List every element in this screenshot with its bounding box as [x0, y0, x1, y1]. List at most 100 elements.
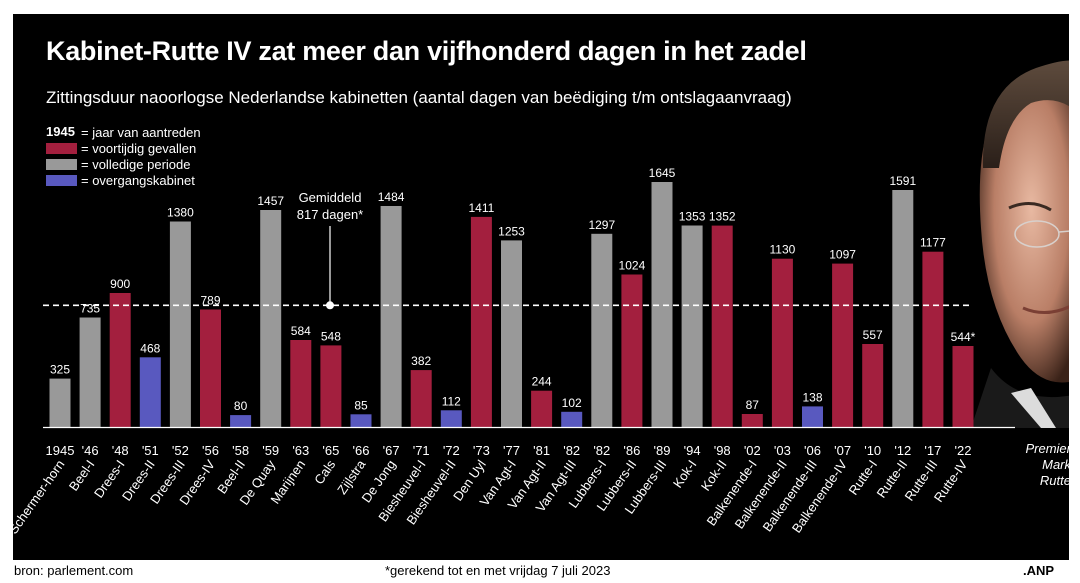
footer-note: *gerekend tot en met vrijdag 7 juli 2023 [385, 563, 611, 578]
chart-title: Kabinet-Rutte IV zat meer dan vijfhonder… [46, 36, 807, 66]
value-label: 735 [80, 302, 100, 316]
legend-year-row: 1945 = jaar van aantreden [46, 124, 201, 140]
value-label: 584 [291, 324, 311, 338]
legend-item-early: = voortijdig gevallen [46, 140, 196, 156]
bar-schermer-horn [49, 378, 71, 427]
premier-label-line2: Mark [1042, 457, 1069, 472]
value-label: 1411 [468, 201, 494, 215]
year-label: '02 [744, 443, 761, 458]
value-label: 900 [110, 277, 130, 291]
value-label: 789 [200, 294, 220, 308]
year-label: '06 [804, 443, 821, 458]
year-label: '82 [593, 443, 610, 458]
year-label: '48 [112, 443, 129, 458]
bar-drees-i [109, 293, 131, 427]
infographic-panel: Kabinet-Rutte IV zat meer dan vijfhonder… [13, 14, 1069, 560]
premier-portrait-image [971, 60, 1069, 428]
bar-biesheuvel-ii [440, 410, 462, 427]
year-label: '89 [654, 443, 671, 458]
value-label: 1097 [829, 248, 856, 262]
bar-de-jong [380, 206, 402, 427]
year-label: '07 [834, 443, 851, 458]
premier-label-line3: Rutte [1039, 473, 1069, 488]
legend-label-transition: = overgangskabinet [81, 173, 195, 189]
value-label: 544* [951, 330, 976, 344]
value-label: 1177 [920, 236, 946, 250]
average-label-line1: Gemiddeld [299, 190, 362, 205]
bar-drees-ii [139, 357, 161, 427]
bar-kok-ii [711, 225, 733, 427]
bar-beel-i [79, 317, 101, 427]
bar-cals [320, 345, 342, 427]
value-label: 244 [532, 375, 552, 389]
year-label: '81 [533, 443, 550, 458]
value-label: 1380 [167, 206, 194, 220]
value-label: 1457 [257, 194, 284, 208]
bar-van-agt-i [501, 240, 522, 427]
value-label: 557 [863, 328, 883, 342]
value-label: 1297 [588, 218, 615, 232]
value-label: 1024 [619, 259, 646, 273]
bar-rutte-iii [922, 251, 944, 427]
year-label: '66 [353, 443, 370, 458]
value-label: 1484 [378, 190, 405, 204]
year-label: '51 [142, 443, 159, 458]
bars-group: 325 735 900 468 1380 789 80 1457 584 548 85 1484 382… [49, 166, 976, 427]
average-label-line2: 817 dagen* [297, 207, 364, 222]
bar-rutte-i [862, 344, 884, 427]
average-marker-dot [326, 301, 334, 310]
cabinet-name-label: Kok-I [670, 457, 700, 490]
premier-label: Premier Mark Rutte [1003, 441, 1069, 489]
bar-drees-iii [169, 221, 191, 427]
value-label: 138 [802, 390, 822, 404]
bar-van-agt-ii [531, 390, 553, 427]
year-label: '22 [955, 443, 972, 458]
legend-item-full: = volledige periode [46, 156, 191, 172]
value-label: 85 [354, 398, 368, 412]
cabinet-name-label: Cals [311, 457, 338, 487]
value-label: 468 [140, 341, 160, 355]
value-label: 1353 [679, 210, 706, 224]
value-label: 80 [234, 399, 248, 413]
year-label: '58 [232, 443, 249, 458]
bar-rutte-ii [892, 190, 914, 427]
year-label: '56 [202, 443, 219, 458]
year-label: '12 [894, 443, 911, 458]
year-label: '17 [924, 443, 941, 458]
bar-beel-ii [230, 415, 252, 427]
footer-source: bron: parlement.com [14, 563, 134, 578]
bar-van-agt-iii [561, 411, 583, 427]
bar-balkenende-i [741, 414, 763, 427]
bar-lubbers-i [591, 233, 613, 427]
premier-label-line1: Premier [1025, 441, 1069, 456]
bar-de-quay [260, 210, 282, 427]
value-label: 87 [746, 398, 760, 412]
year-label: '73 [473, 443, 490, 458]
legend-year-label: = jaar van aantreden [81, 125, 201, 141]
legend-label-early: = voortijdig gevallen [81, 141, 197, 157]
year-labels-group: 1945 '46 '48 '51 '52 '56 '58 '59 '63 '65 '66 '67 '71… [46, 443, 972, 458]
value-label: 112 [442, 394, 461, 408]
year-label: '72 [443, 443, 460, 458]
year-label: '82 [563, 443, 580, 458]
year-label: '59 [262, 443, 279, 458]
legend-item-transition: = overgangskabinet [46, 172, 195, 188]
bar-den-uyl [470, 216, 492, 427]
year-label: '67 [383, 443, 400, 458]
value-label: 1591 [889, 174, 916, 188]
year-label: '98 [714, 443, 731, 458]
legend-year-sample: 1945 [46, 124, 75, 139]
year-label: '94 [684, 443, 701, 458]
year-label: '77 [503, 443, 520, 458]
cabinet-name-label: Schermer-horn [13, 457, 67, 537]
year-label: 1945 [46, 443, 75, 458]
value-label: 1645 [649, 166, 676, 180]
value-label: 1352 [709, 210, 736, 224]
legend-swatch-transition [46, 175, 77, 187]
bar-rutte-iv [952, 346, 974, 427]
bar-zijlstra [350, 414, 372, 427]
year-label: '03 [774, 443, 791, 458]
footer-logo: .ANP [1023, 563, 1055, 578]
value-label: 548 [321, 329, 341, 343]
value-label: 1130 [769, 243, 795, 257]
